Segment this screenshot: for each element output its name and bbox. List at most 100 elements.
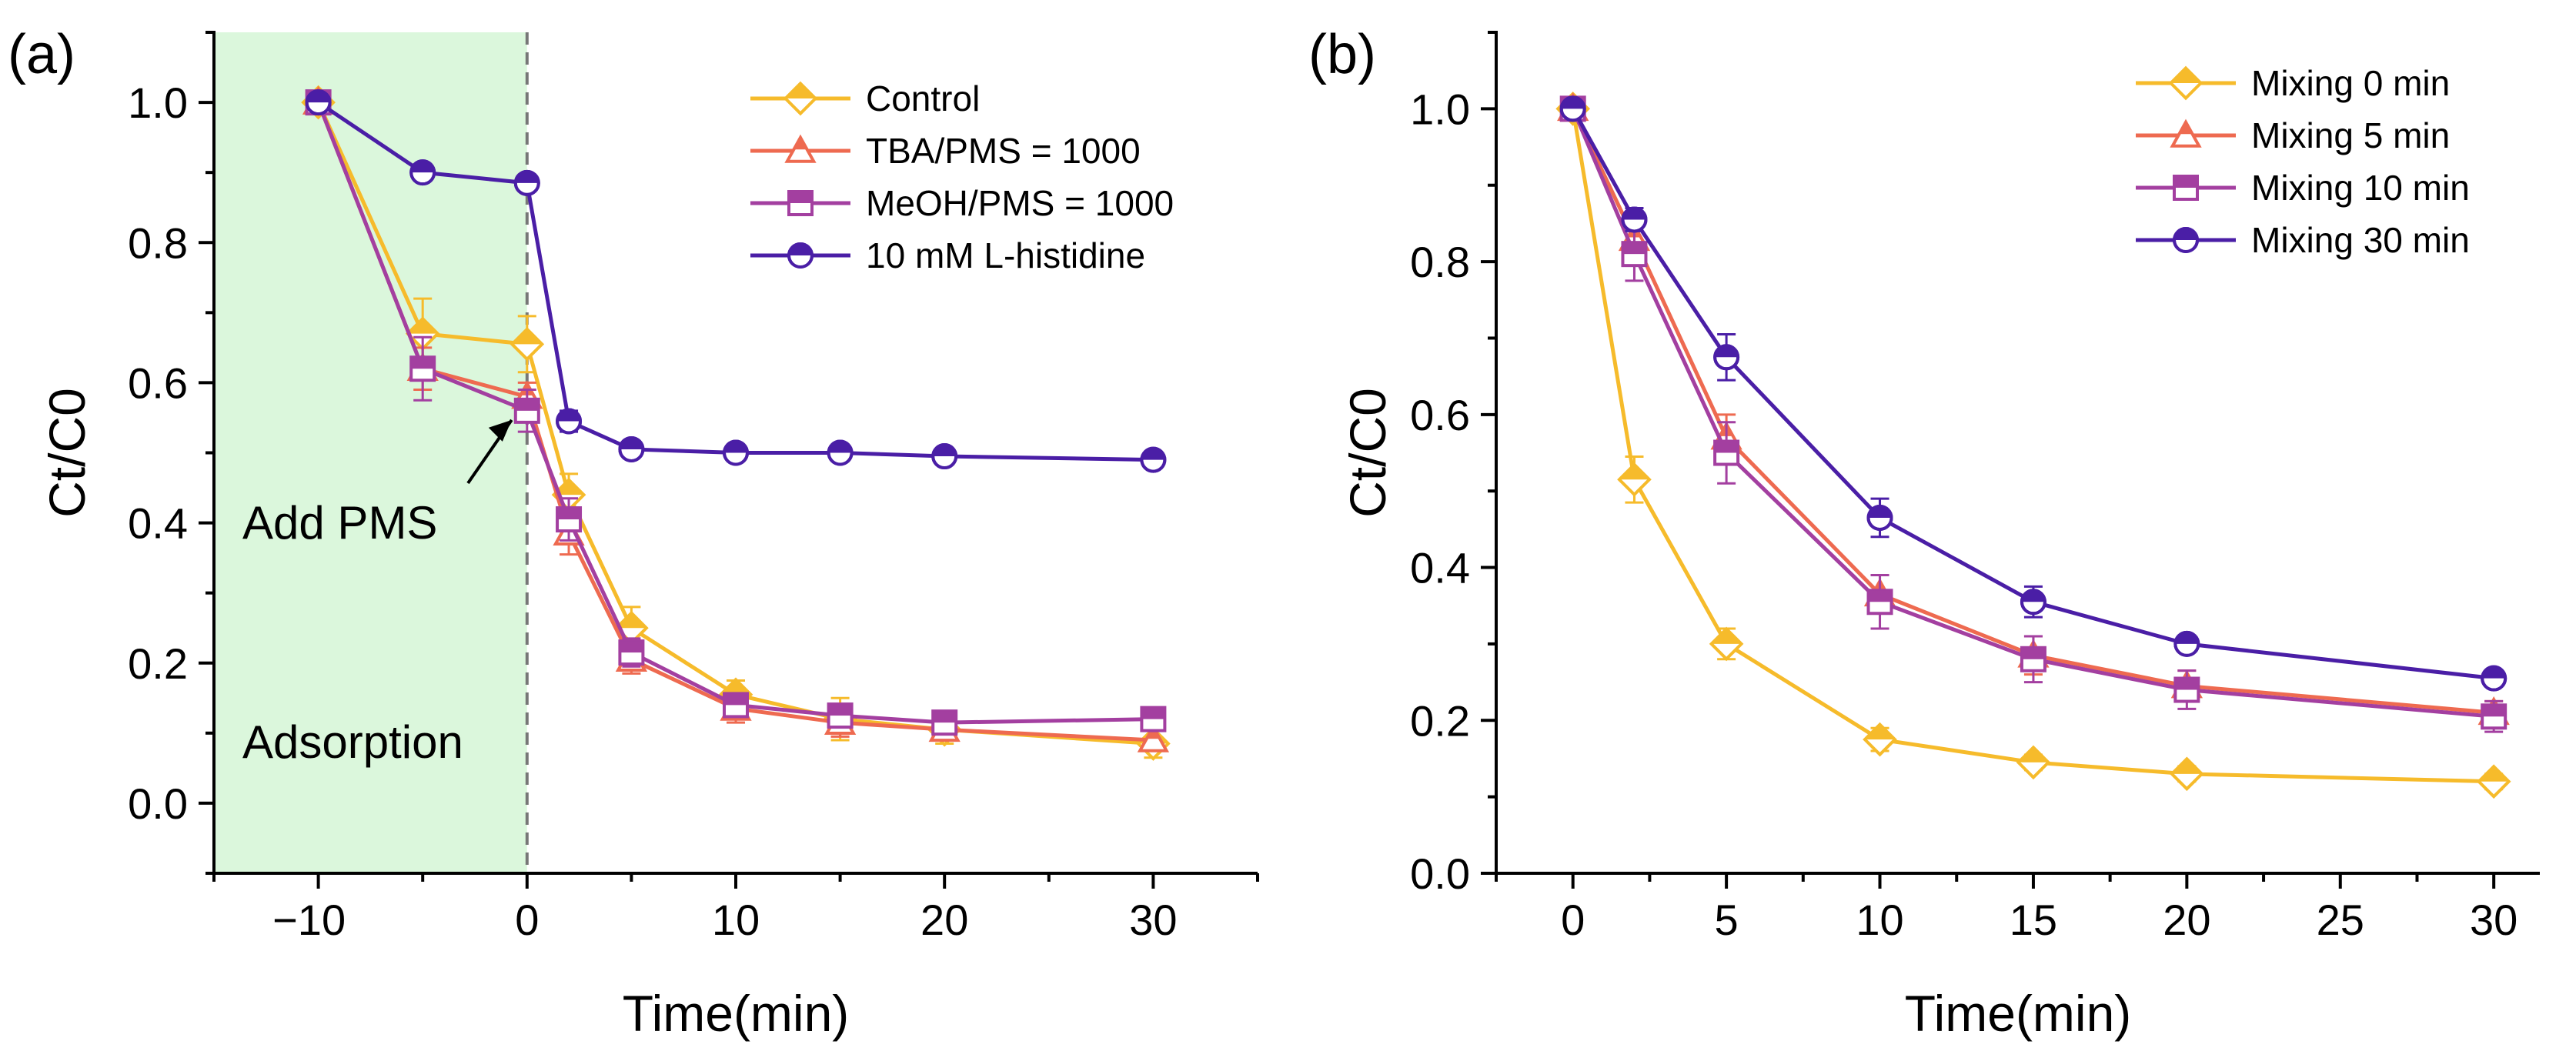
x-axis-label: Time(min) bbox=[623, 985, 850, 1042]
x-tick-label: 25 bbox=[2317, 896, 2364, 944]
marker-half-fill bbox=[557, 508, 581, 520]
x-tick-label: −10 bbox=[272, 896, 346, 944]
marker-half-fill bbox=[828, 704, 852, 716]
data-point bbox=[1713, 439, 1740, 466]
panel-a: 0.0 0.2 0.4 0.6 0.8 1.0 −10 0 10 20 30 Time(min) Ct/… bbox=[8, 24, 1259, 1042]
marker-border bbox=[409, 159, 436, 186]
marker-half-fill bbox=[1711, 629, 1742, 644]
y-tick-label: 0.0 bbox=[1410, 849, 1470, 898]
y-tick-label: 0.6 bbox=[128, 359, 188, 407]
legend-marker bbox=[784, 134, 817, 163]
data-point bbox=[827, 702, 854, 729]
marker-half-fill bbox=[785, 83, 816, 98]
panel-label: (b) bbox=[1308, 24, 1376, 85]
marker-border bbox=[2173, 630, 2200, 657]
marker-border bbox=[2481, 665, 2508, 692]
marker-half-fill bbox=[2171, 759, 2202, 774]
marker-half-fill bbox=[1146, 726, 1161, 739]
marker-half-fill bbox=[512, 329, 543, 345]
data-point bbox=[931, 443, 958, 470]
marker-border bbox=[827, 439, 854, 466]
y-tick-label: 0.2 bbox=[1410, 696, 1470, 745]
legend-label: Mixing 5 min bbox=[2251, 115, 2450, 155]
y-axis-label: Ct/C0 bbox=[1339, 388, 1396, 518]
marker-border bbox=[1559, 95, 1586, 122]
x-tick-label: 20 bbox=[920, 896, 968, 944]
marker-border bbox=[931, 443, 958, 470]
x-tick-label: 15 bbox=[2010, 896, 2057, 944]
marker-half-fill bbox=[1619, 464, 1649, 480]
y-tick-label: 1.0 bbox=[128, 78, 188, 127]
x-tick-label: 30 bbox=[2470, 896, 2518, 944]
data-point bbox=[1137, 723, 1170, 752]
y-tick-label: 0.8 bbox=[128, 219, 188, 267]
x-tick-label: 0 bbox=[515, 896, 539, 944]
legend-marker bbox=[2173, 175, 2199, 201]
add-pms-arrowhead bbox=[488, 419, 512, 442]
data-point bbox=[1863, 722, 1897, 757]
data-point bbox=[931, 709, 958, 736]
data-point bbox=[1866, 504, 1893, 531]
legend: Mixing 0 min Mixing 5 min Mixing 10 min Mix… bbox=[2136, 63, 2470, 260]
data-point bbox=[1621, 206, 1648, 233]
x-tick-label: 10 bbox=[712, 896, 760, 944]
legend-marker bbox=[787, 190, 814, 216]
panel-b: 0.0 0.2 0.4 0.6 0.8 1.0 0 5 10 15 20 25 30 Time(min) C… bbox=[1308, 24, 2540, 1042]
marker-half-fill bbox=[1622, 242, 1646, 255]
marker-half-fill bbox=[620, 641, 643, 653]
legend-marker bbox=[2170, 118, 2202, 148]
x-tick-label: 10 bbox=[1856, 896, 1903, 944]
marker-border bbox=[1621, 206, 1648, 233]
data-point bbox=[2170, 756, 2204, 792]
legend-marker bbox=[787, 242, 814, 269]
data-point bbox=[556, 506, 583, 533]
x-tick-label: 0 bbox=[1561, 896, 1585, 944]
panel-label: (a) bbox=[8, 24, 75, 85]
data-point bbox=[305, 89, 332, 116]
data-point bbox=[618, 639, 645, 666]
marker-border bbox=[556, 408, 583, 435]
data-point bbox=[1713, 344, 1740, 371]
y-tick-label: 0.6 bbox=[1410, 391, 1470, 439]
marker-border bbox=[1140, 446, 1167, 473]
marker-half-fill bbox=[407, 319, 438, 334]
marker-half-fill bbox=[411, 357, 435, 369]
marker-border bbox=[1713, 344, 1740, 371]
x-axis-label: Time(min) bbox=[1905, 985, 2132, 1042]
x-tick-label: 5 bbox=[1715, 896, 1739, 944]
marker-border bbox=[513, 169, 540, 196]
data-point bbox=[1866, 589, 1893, 616]
data-point bbox=[1559, 95, 1586, 122]
data-point bbox=[556, 408, 583, 435]
series-10-mm-l-histidine bbox=[305, 89, 1167, 473]
legend-label: Control bbox=[866, 78, 980, 118]
marker-half-fill bbox=[789, 192, 812, 203]
marker-half-fill bbox=[2021, 647, 2045, 659]
data-point bbox=[1140, 706, 1167, 732]
marker-half-fill bbox=[1715, 441, 1739, 453]
x-tick-label: 30 bbox=[1129, 896, 1177, 944]
data-point bbox=[2016, 745, 2051, 780]
marker-half-fill bbox=[1865, 724, 1896, 740]
data-point bbox=[2476, 764, 2511, 799]
data-point bbox=[409, 159, 436, 186]
data-point bbox=[2173, 676, 2200, 703]
legend-label: Mixing 0 min bbox=[2251, 63, 2450, 103]
marker-half-fill bbox=[720, 679, 751, 695]
adsorption-shaded-region bbox=[214, 32, 527, 873]
data-point bbox=[2020, 646, 2046, 672]
data-point bbox=[2020, 589, 2046, 616]
data-point bbox=[723, 692, 749, 719]
data-point bbox=[1617, 462, 1652, 497]
marker-border bbox=[787, 242, 814, 269]
marker-half-fill bbox=[2174, 176, 2197, 188]
data-point bbox=[409, 355, 436, 382]
marker-half-fill bbox=[1868, 590, 1892, 602]
y-tick-label: 1.0 bbox=[1410, 85, 1470, 133]
y-axis-label: Ct/C0 bbox=[38, 388, 95, 518]
legend: Control TBA/PMS = 1000 MeOH/PMS = 1000 10 m… bbox=[750, 78, 1174, 275]
y-tick-label: 0.8 bbox=[1410, 238, 1470, 286]
legend-label: Mixing 30 min bbox=[2251, 220, 2470, 260]
legend-label: TBA/PMS = 1000 bbox=[866, 131, 1141, 171]
